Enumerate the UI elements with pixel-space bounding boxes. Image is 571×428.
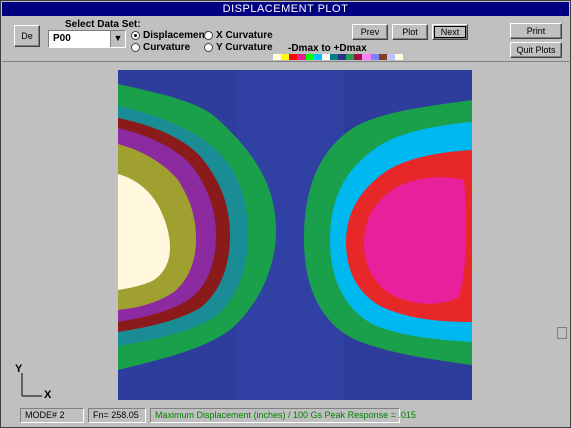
y-axis-label: Y <box>15 363 23 375</box>
radio-x-curvature[interactable]: X Curvature <box>204 30 273 41</box>
window-title: DISPLACEMENT PLOT <box>2 2 569 16</box>
dataset-select[interactable]: P00 ▼ <box>48 30 126 48</box>
dataset-value: P00 <box>53 33 71 44</box>
scale-swatch <box>321 54 330 60</box>
color-scale-bar <box>273 54 403 60</box>
dataset-label: Select Data Set: <box>65 19 141 30</box>
radio-unselected-icon <box>204 43 213 52</box>
contour-plot <box>21 70 472 400</box>
scale-swatch <box>394 54 403 60</box>
quit-plots-button[interactable]: Quit Plots <box>510 42 562 58</box>
plot-area: Y X <box>2 63 569 403</box>
scale-label: -Dmax to +Dmax <box>288 43 367 54</box>
print-button[interactable]: Print <box>510 23 562 39</box>
right-contour-magenta <box>364 177 466 304</box>
radio-y-curvature-label: Y Curvature <box>216 42 273 53</box>
status-message: Maximum Displacement (inches) / 100 Gs P… <box>150 408 416 423</box>
right-scroll-handle[interactable] <box>557 327 567 339</box>
left-contour-cream <box>118 174 170 290</box>
frequency-readout: Fn= 258.05 <box>88 408 146 423</box>
radio-x-curvature-label: X Curvature <box>216 30 273 41</box>
scale-swatch <box>313 54 322 60</box>
scale-swatch <box>362 54 371 60</box>
toolbar: De Select Data Set: P00 ▼ Displacement X… <box>2 17 569 62</box>
radio-selected-icon <box>131 31 140 40</box>
scale-swatch <box>289 54 298 60</box>
x-axis-label: X <box>44 389 52 401</box>
scale-swatch <box>378 54 387 60</box>
scale-swatch <box>281 54 290 60</box>
scale-swatch <box>338 54 347 60</box>
radio-y-curvature[interactable]: Y Curvature <box>204 42 273 53</box>
next-button[interactable]: Next <box>432 24 468 40</box>
scale-swatch <box>354 54 363 60</box>
de-button[interactable]: De <box>14 25 40 47</box>
scale-swatch <box>305 54 314 60</box>
scale-swatch <box>329 54 338 60</box>
scale-swatch <box>297 54 306 60</box>
radio-displacement[interactable]: Displacement <box>131 30 208 41</box>
scale-swatch <box>370 54 379 60</box>
scale-swatch <box>273 54 282 60</box>
scale-swatch <box>386 54 395 60</box>
radio-curvature-label: Curvature <box>143 42 191 53</box>
status-bar: MODE# 2 Fn= 258.05 Maximum Displacement … <box>2 405 569 427</box>
radio-curvature[interactable]: Curvature <box>131 42 190 53</box>
scale-swatch <box>346 54 355 60</box>
prev-button[interactable]: Prev <box>352 24 388 40</box>
radio-displacement-label: Displacement <box>143 30 209 41</box>
plot-button[interactable]: Plot <box>392 24 428 40</box>
radio-unselected-icon <box>131 43 140 52</box>
radio-unselected-icon <box>204 31 213 40</box>
mode-readout: MODE# 2 <box>20 408 84 423</box>
dropdown-arrow-icon[interactable]: ▼ <box>110 31 125 47</box>
